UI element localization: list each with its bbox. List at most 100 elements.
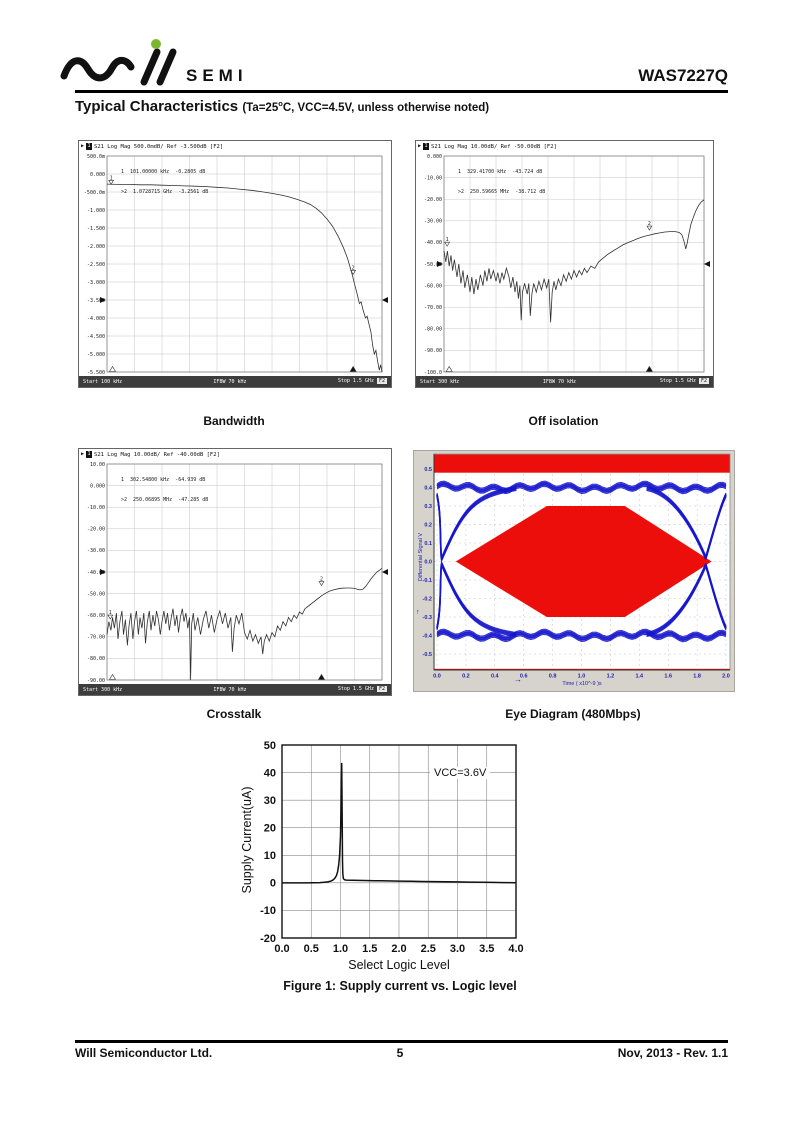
figure-1-caption: Figure 1: Supply current vs. Logic level — [283, 979, 517, 993]
svg-text:-40.00: -40.00 — [424, 240, 442, 246]
off-isolation-plot: 0.000 -10.00 -20.00 -30.00 -40.00 -50.00 -60.0… — [424, 154, 710, 376]
svg-text:0.0: 0.0 — [433, 674, 441, 680]
svg-text:-30.00: -30.00 — [424, 219, 442, 225]
svg-text:1.0: 1.0 — [333, 943, 348, 955]
supply-current-plot: 0.0 0.5 1.0 1.5 2.0 2.5 3.0 3.5 4.0 -20 -10 0 10 20 30… — [260, 740, 524, 955]
svg-text:2: 2 — [352, 265, 355, 271]
off-isolation-chart: ▶ 1 S21 Log Mag 10.00dB/ Ref -50.00dB [F… — [415, 140, 714, 388]
ifbw: IFBW 70 kHz — [213, 378, 247, 385]
logo-green-dot-icon — [151, 39, 161, 49]
marker-readout: 1 101.00000 kHz -0.2805 dB >2 1.0728715 … — [121, 169, 209, 195]
title-note: (Ta=25oC, VCC=4.5V, unless otherwise not… — [242, 99, 490, 114]
eye-diagram-plot: 0.0 0.2 0.4 0.6 0.8 1.0 1.2 1.4 1.6 1.8 2.0 0.5 0.4 0… — [416, 453, 731, 684]
svg-text:0.000: 0.000 — [90, 172, 105, 178]
ref-arrow-icon: ▶ — [81, 451, 85, 457]
svg-text:↑: ↑ — [416, 609, 420, 616]
stop-freq: Stop 1.5 GHz F2 — [659, 378, 709, 384]
eye-y-axis-label: Differential Signal V — [418, 532, 424, 582]
svg-text:-2.000: -2.000 — [87, 244, 105, 250]
start-freq: Start 100 kHz — [83, 378, 123, 385]
logo-wave-icon — [60, 56, 135, 82]
fig1-legend: VCC=3.6V — [430, 767, 491, 779]
trace-number-badge: 1 — [423, 143, 430, 150]
footer-company: Will Semiconductor Ltd. — [75, 1046, 213, 1060]
fig1-y-axis-label: Supply Current(uA) — [240, 786, 254, 894]
svg-text:-4.000: -4.000 — [87, 316, 105, 322]
logo-slash-icon — [140, 48, 161, 86]
svg-text:2.0: 2.0 — [722, 674, 730, 680]
start-freq: Start 300 kHz — [83, 686, 123, 693]
svg-text:-500.0m: -500.0m — [84, 190, 105, 196]
svg-text:0.5: 0.5 — [304, 943, 319, 955]
svg-text:-30.00: -30.00 — [87, 548, 105, 554]
svg-text:-100.0: -100.0 — [424, 370, 442, 376]
svg-text:-0.5: -0.5 — [423, 652, 432, 658]
svg-text:2: 2 — [648, 221, 651, 227]
svg-text:1.6: 1.6 — [664, 674, 672, 680]
trace-format-text: S21 Log Mag 10.00dB/ Ref -40.00dB [F2] — [94, 451, 220, 458]
trace-format-text: S21 Log Mag 500.0mdB/ Ref -3.500dB [F2] — [94, 143, 224, 150]
svg-text:-80.00: -80.00 — [87, 656, 105, 662]
svg-text:4.0: 4.0 — [508, 943, 523, 955]
svg-text:-70.00: -70.00 — [424, 305, 442, 311]
svg-text:0.4: 0.4 — [491, 674, 500, 680]
svg-text:-2.500: -2.500 — [87, 262, 105, 268]
logo-semi-text: SEMI — [186, 66, 248, 85]
svg-text:0.3: 0.3 — [424, 504, 432, 510]
svg-text:-0.2: -0.2 — [423, 597, 432, 603]
svg-text:0.000: 0.000 — [427, 154, 442, 160]
footer-revision: Nov, 2013 - Rev. 1.1 — [617, 1046, 728, 1060]
svg-text:1.0: 1.0 — [578, 674, 586, 680]
svg-text:1.8: 1.8 — [693, 674, 701, 680]
svg-text:-1.500: -1.500 — [87, 226, 105, 232]
svg-text:0.0: 0.0 — [274, 943, 289, 955]
svg-text:0.2: 0.2 — [424, 523, 432, 529]
svg-text:0: 0 — [270, 878, 276, 890]
caption-eye-diagram: Eye Diagram (480Mbps) — [505, 707, 641, 721]
svg-text:10.00: 10.00 — [90, 462, 105, 468]
svg-text:-0.4: -0.4 — [423, 634, 433, 640]
svg-text:-60.00: -60.00 — [87, 613, 105, 619]
svg-text:-3.500: -3.500 — [87, 298, 105, 304]
status-badge: F2 — [376, 378, 387, 384]
svg-text:-10.00: -10.00 — [424, 175, 442, 181]
company-logo: SEMI — [56, 36, 256, 92]
svg-text:-10: -10 — [260, 905, 276, 917]
crosstalk-chart: ▶ 1 S21 Log Mag 10.00dB/ Ref -40.00dB [F… — [78, 448, 392, 696]
svg-text:0.0: 0.0 — [424, 560, 432, 566]
svg-text:0.000: 0.000 — [90, 483, 105, 489]
status-badge: F2 — [698, 378, 709, 384]
svg-text:30: 30 — [264, 795, 276, 807]
supply-current-chart: 0.0 0.5 1.0 1.5 2.0 2.5 3.0 3.5 4.0 -20 -10 0 10 20 30… — [230, 736, 530, 980]
svg-text:-60.00: -60.00 — [424, 283, 442, 289]
page-title: Typical Characteristics (Ta=25oC, VCC=4.… — [75, 98, 489, 116]
svg-text:0.2: 0.2 — [462, 674, 470, 680]
ref-arrow-icon: ▶ — [418, 143, 422, 149]
fig1-x-axis-label: Select Logic Level — [348, 958, 450, 972]
sweep-status-bar: Start 300 kHz IFBW 70 kHz Stop 1.5 GHz F2 — [416, 376, 713, 387]
svg-text:-0.1: -0.1 — [423, 578, 432, 584]
sweep-status-bar: Start 100 kHz IFBW 70 kHz Stop 1.5 GHz F2 — [79, 376, 391, 387]
svg-text:20: 20 — [264, 823, 276, 835]
logo-slash-icon — [156, 48, 177, 86]
caption-bandwidth: Bandwidth — [203, 414, 265, 428]
svg-text:-10.00: -10.00 — [87, 505, 105, 511]
svg-text:-0.3: -0.3 — [423, 615, 432, 621]
svg-text:2.0: 2.0 — [391, 943, 406, 955]
svg-text:500.0m: 500.0m — [87, 154, 105, 160]
eye-x-axis-label: Time ( x10^-9 )s — [562, 681, 602, 687]
svg-text:2: 2 — [320, 577, 323, 583]
ifbw: IFBW 70 kHz — [542, 378, 577, 385]
svg-text:1: 1 — [446, 237, 449, 243]
svg-text:3.0: 3.0 — [450, 943, 465, 955]
header-rule — [75, 90, 728, 93]
trace-number-badge: 1 — [86, 451, 93, 458]
footer-rule — [75, 1040, 728, 1043]
svg-text:0.4: 0.4 — [424, 486, 433, 492]
status-badge: F2 — [376, 686, 387, 692]
svg-text:-20.00: -20.00 — [87, 527, 105, 533]
stop-freq: Stop 1.5 GHz F2 — [337, 686, 387, 692]
svg-text:-20: -20 — [260, 933, 276, 945]
svg-text:-90.00: -90.00 — [424, 348, 442, 354]
start-freq: Start 300 kHz — [420, 378, 460, 385]
